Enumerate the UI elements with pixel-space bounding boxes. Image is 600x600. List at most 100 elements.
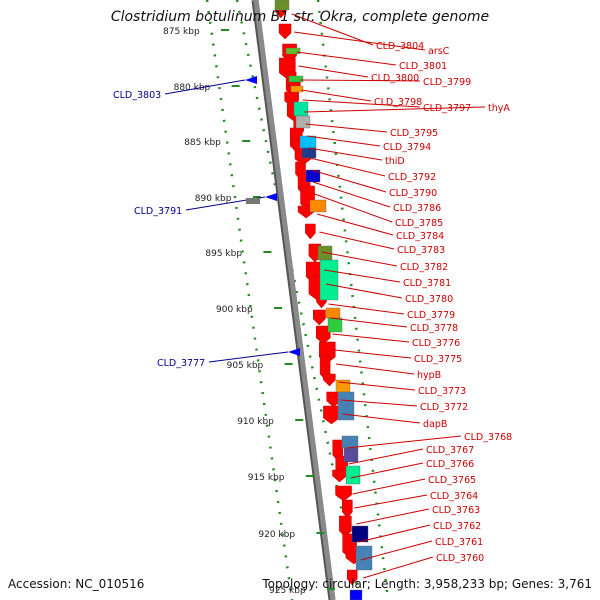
gene-label-left: CLD_3777	[157, 358, 205, 369]
feature-block	[293, 101, 309, 117]
gene-label-right: CLD_3798	[374, 97, 422, 108]
gene-label-right: CLD_3794	[383, 142, 431, 153]
gene-leader-line	[309, 157, 386, 177]
gene-label-right: CLD_3801	[399, 61, 447, 72]
genome-summary: Topology: circular; Length: 3,958,233 bp…	[262, 577, 592, 591]
gene-leader-line	[308, 147, 383, 161]
gene-leader-line	[358, 524, 431, 543]
gene-leader-line	[352, 478, 426, 495]
gene-leader-line	[314, 193, 393, 223]
feature-block	[355, 545, 373, 571]
cds-arrow	[305, 223, 316, 240]
gene-marker	[245, 76, 257, 84]
gene-leader-line	[293, 31, 426, 51]
gene-label-right: CLD_3783	[397, 245, 445, 256]
gene-label-right: CLD_3762	[433, 521, 481, 532]
feature-block	[290, 85, 304, 93]
gene-leader-line	[304, 106, 486, 113]
gene-label-right: CLD_3763	[432, 505, 480, 516]
gene-leader-line	[319, 231, 395, 250]
gene-leader-line	[350, 462, 424, 479]
feature-block	[285, 47, 301, 55]
gene-leader-line	[291, 13, 374, 46]
gene-label-right: dapB	[423, 419, 447, 430]
gene-leader-line	[298, 65, 369, 78]
gene-label-right: CLD_3764	[430, 491, 478, 502]
gene-leader-line	[302, 99, 421, 108]
cds-arrow	[278, 23, 292, 40]
gene-leader-line	[360, 540, 433, 561]
feature-block	[325, 307, 341, 319]
gene-leader-line	[296, 51, 397, 66]
gene-label-right: CLD_3782	[400, 262, 448, 273]
feature-block	[301, 147, 317, 159]
gene-label-right: CLD_3790	[389, 188, 437, 199]
cds-arrow	[342, 499, 353, 519]
gene-leader-line	[324, 269, 401, 283]
scale-label: 905 kbp	[227, 361, 264, 371]
gene-label-right: CLD_3765	[428, 475, 476, 486]
feature-block	[309, 199, 327, 213]
cds-arrow	[346, 569, 358, 586]
guide-ring	[316, 0, 390, 600]
cds-arrow	[323, 373, 336, 387]
gene-label-right: CLD_3766	[426, 459, 474, 470]
gene-leader-line	[316, 213, 394, 236]
feature-block	[319, 259, 339, 301]
backbone	[253, 0, 336, 600]
gene-label-right: hypB	[417, 370, 441, 381]
feature-block	[246, 198, 260, 204]
feature-block	[288, 75, 304, 83]
gene-label-right: CLD_3795	[390, 128, 438, 139]
scale-label: 915 kbp	[248, 473, 285, 483]
map-title: Clostridium botulinum B1 str. Okra, comp…	[110, 9, 490, 25]
feature-block	[295, 115, 311, 129]
gene-leader-line	[340, 399, 418, 407]
cds-arrow	[313, 309, 326, 326]
scale-label: 890 kbp	[195, 194, 232, 204]
cds-arrow	[323, 405, 340, 425]
feature-block	[351, 525, 369, 543]
gene-label-right: CLD_3780	[405, 294, 453, 305]
scale-label: 925 kbp	[269, 586, 306, 596]
gene-label-right: arsC	[428, 46, 450, 57]
scale-label: 880 kbp	[174, 83, 211, 93]
gene-leader-line-left	[208, 351, 289, 363]
gene-label-right: CLD_3772	[420, 402, 468, 413]
gene-leader-line	[311, 169, 387, 193]
gene-label-right: CLD_3775	[414, 354, 462, 365]
gene-label-right: CLD_3781	[403, 278, 451, 289]
feature-block	[349, 589, 363, 600]
gene-label-right: thiD	[385, 156, 405, 167]
feature-block	[327, 317, 343, 333]
gene-leader-line	[312, 181, 391, 208]
gene-label-right: CLD_3800	[371, 73, 419, 84]
cds-arrow	[332, 469, 347, 483]
gene-label-right: CLD_3786	[393, 203, 441, 214]
scale-label: 900 kbp	[216, 305, 253, 315]
gene-label-right: thyA	[488, 103, 510, 114]
gene-label-right: CLD_3776	[412, 338, 460, 349]
gene-leader-line	[336, 363, 415, 375]
gene-marker	[288, 348, 300, 356]
accession-label: Accession: NC_010516	[8, 577, 145, 591]
gene-label-right: CLD_3761	[435, 537, 483, 548]
gene-leader-line-left	[164, 79, 246, 95]
gene-leader-line	[363, 556, 434, 579]
scale-label: 895 kbp	[205, 249, 242, 259]
gene-label-right: CLD_3773	[418, 386, 466, 397]
gene-label-right: CLD_3792	[388, 172, 436, 183]
gene-label-right: CLD_3760	[436, 553, 484, 564]
gene-label-right: CLD_3767	[426, 445, 474, 456]
gene-label-right: CLD_3779	[407, 310, 455, 321]
gene-label-left: CLD_3791	[134, 206, 182, 217]
guide-ring	[205, 0, 294, 600]
gene-label-right: CLD_3784	[396, 231, 444, 242]
gene-leader-line	[301, 89, 372, 102]
gene-leader-line	[356, 508, 430, 525]
gene-leader-line	[342, 413, 421, 424]
gene-leader-line	[354, 494, 428, 509]
gene-leader-line	[346, 435, 462, 449]
gene-leader-line	[332, 333, 410, 343]
